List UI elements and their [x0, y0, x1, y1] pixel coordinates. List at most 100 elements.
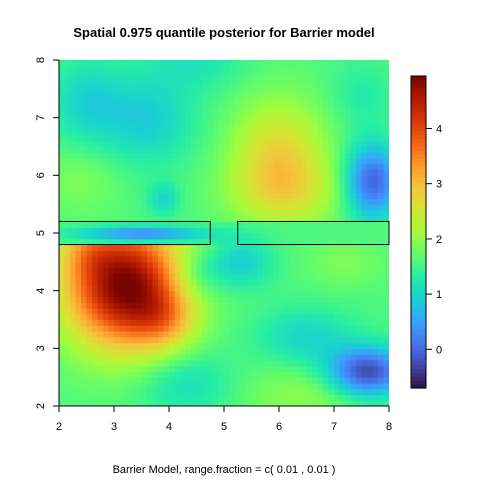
field-cell	[312, 388, 319, 396]
field-cell	[262, 290, 269, 298]
field-cell	[103, 221, 110, 228]
field-cell	[339, 273, 346, 280]
field-cell	[108, 192, 115, 199]
field-cell	[108, 146, 115, 153]
field-cell	[152, 238, 159, 246]
field-cell	[86, 181, 93, 188]
field-cell	[103, 100, 110, 107]
field-cell	[136, 227, 143, 234]
field-cell	[97, 204, 104, 211]
field-cell	[86, 394, 93, 401]
field-cell	[317, 163, 324, 171]
field-cell	[114, 307, 121, 315]
field-cell	[141, 325, 148, 332]
field-cell	[130, 186, 137, 194]
field-cell	[103, 227, 110, 234]
field-cell	[202, 331, 209, 338]
field-cell	[141, 296, 148, 303]
field-cell	[158, 250, 165, 257]
field-cell	[191, 158, 198, 165]
field-cell	[295, 94, 302, 101]
field-cell	[273, 117, 280, 125]
field-cell	[152, 60, 159, 67]
field-cell	[262, 77, 269, 84]
field-cell	[119, 117, 126, 125]
field-cell	[103, 94, 110, 101]
field-cell	[312, 60, 319, 67]
field-cell	[328, 388, 335, 396]
field-cell	[174, 152, 181, 159]
field-cell	[312, 100, 319, 107]
field-cell	[64, 325, 71, 332]
field-cell	[312, 169, 319, 176]
field-cell	[372, 290, 379, 298]
field-cell	[240, 83, 247, 90]
field-cell	[367, 192, 374, 199]
field-cell	[279, 198, 286, 205]
field-cell	[367, 307, 374, 315]
field-cell	[70, 163, 77, 171]
field-cell	[372, 186, 379, 194]
field-cell	[163, 186, 170, 194]
field-cell	[262, 296, 269, 303]
field-cell	[350, 123, 357, 130]
field-cell	[103, 256, 110, 263]
field-cell	[81, 233, 88, 240]
field-cell	[185, 106, 192, 113]
field-cell	[312, 129, 319, 136]
field-cell	[383, 163, 389, 171]
field-cell	[378, 359, 385, 367]
field-cell	[312, 163, 319, 171]
field-cell	[383, 302, 389, 309]
field-cell	[356, 111, 363, 119]
field-cell	[169, 60, 176, 67]
field-cell	[284, 175, 291, 182]
field-cell	[229, 284, 236, 292]
field-cell	[202, 88, 209, 96]
field-cell	[141, 204, 148, 211]
field-cell	[196, 313, 203, 321]
field-cell	[158, 307, 165, 315]
field-cell	[246, 152, 253, 159]
field-cell	[196, 273, 203, 280]
field-cell	[196, 146, 203, 153]
field-cell	[125, 365, 132, 372]
field-cell	[301, 198, 308, 205]
field-cell	[218, 238, 225, 246]
field-cell	[383, 233, 389, 240]
field-cell	[103, 267, 110, 274]
field-cell	[103, 400, 110, 406]
field-cell	[268, 233, 275, 240]
field-cell	[301, 261, 308, 269]
field-cell	[64, 123, 71, 130]
field-cell	[317, 186, 324, 194]
field-cell	[147, 388, 154, 396]
field-cell	[207, 267, 214, 274]
field-cell	[229, 400, 236, 406]
field-cell	[361, 181, 368, 188]
field-cell	[185, 233, 192, 240]
field-cell	[202, 342, 209, 349]
field-cell	[59, 134, 66, 142]
field-cell	[229, 382, 236, 390]
field-cell	[64, 94, 71, 101]
x-tick-label: 7	[331, 421, 337, 433]
field-cell	[185, 94, 192, 101]
field-cell	[108, 94, 115, 101]
field-cell	[141, 111, 148, 119]
field-cell	[356, 83, 363, 90]
field-cell	[268, 94, 275, 101]
field-cell	[158, 336, 165, 344]
field-cell	[229, 111, 236, 119]
field-cell	[334, 204, 341, 211]
field-cell	[180, 140, 187, 148]
field-cell	[378, 169, 385, 176]
field-cell	[180, 94, 187, 101]
field-cell	[130, 227, 137, 234]
field-cell	[163, 192, 170, 199]
field-cell	[295, 302, 302, 309]
field-cell	[163, 221, 170, 228]
field-cell	[262, 158, 269, 165]
field-cell	[75, 186, 82, 194]
field-cell	[152, 377, 159, 384]
